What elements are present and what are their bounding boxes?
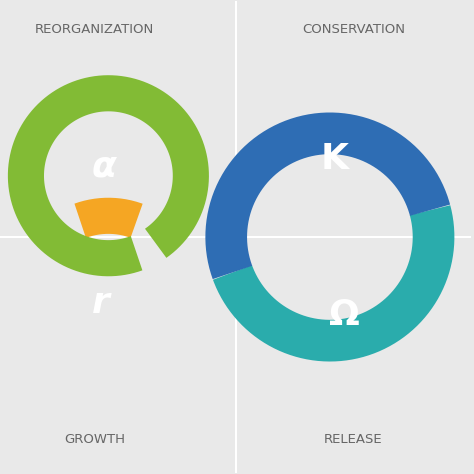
Text: K: K	[320, 142, 348, 176]
Text: GROWTH: GROWTH	[64, 433, 125, 446]
Text: CONSERVATION: CONSERVATION	[302, 23, 405, 36]
Text: r: r	[92, 286, 110, 320]
Text: REORGANIZATION: REORGANIZATION	[35, 23, 154, 36]
Text: α: α	[91, 149, 116, 183]
Text: RELEASE: RELEASE	[324, 433, 383, 446]
Text: Ω: Ω	[328, 298, 359, 332]
